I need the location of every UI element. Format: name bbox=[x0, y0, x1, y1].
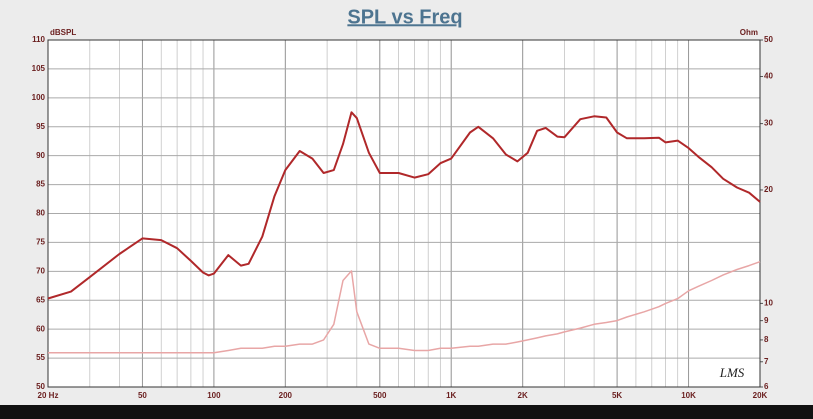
x-tick-label: 2K bbox=[518, 391, 528, 400]
y2-tick-label: 8 bbox=[764, 335, 769, 344]
bottom-bar bbox=[0, 405, 813, 419]
y2-tick-label: 7 bbox=[764, 357, 769, 366]
series-line bbox=[47, 111, 761, 300]
x-tick-label: 200 bbox=[279, 391, 293, 400]
y-tick-label: 105 bbox=[32, 64, 46, 73]
x-tick-label: 500 bbox=[373, 391, 387, 400]
y-tick-label: 50 bbox=[36, 382, 45, 391]
y-tick-label: 100 bbox=[32, 93, 46, 102]
y2-tick-label: 9 bbox=[764, 316, 769, 325]
plot-border bbox=[47, 39, 761, 388]
y2-tick-label: 20 bbox=[764, 185, 773, 194]
y-tick-label: 95 bbox=[36, 122, 45, 131]
x-tick-label: 10K bbox=[681, 391, 696, 400]
x-tick-label: 1K bbox=[446, 391, 456, 400]
y-tick-label: 55 bbox=[36, 353, 45, 362]
x-tick-label: 20K bbox=[753, 391, 768, 400]
series-line bbox=[48, 260, 761, 354]
y2-tick-label: 50 bbox=[764, 35, 773, 44]
y2-tick-label: 10 bbox=[764, 299, 773, 308]
y-axis-label: dBSPL bbox=[50, 28, 76, 37]
y-tick-label: 80 bbox=[36, 209, 45, 218]
y-tick-label: 110 bbox=[32, 35, 45, 44]
y-tick-label: 60 bbox=[36, 324, 45, 333]
y-tick-label: 90 bbox=[36, 151, 45, 160]
chart-title: SPL vs Freq bbox=[347, 6, 462, 28]
chart: SPL vs Freq dBSPL Ohm 20 Hz 50 100 200 500 1K… bbox=[32, 6, 774, 400]
y-tick-label: 65 bbox=[36, 295, 45, 304]
y-tick-label: 70 bbox=[36, 266, 45, 275]
x-tick-label: 100 bbox=[207, 391, 221, 400]
y2-axis-label: Ohm bbox=[740, 28, 758, 37]
y2-tick-label: 30 bbox=[764, 119, 773, 128]
x-tick-label: 50 bbox=[138, 391, 147, 400]
watermark: LMS bbox=[719, 365, 745, 380]
x-tick-label: 5K bbox=[612, 391, 622, 400]
y-tick-label: 85 bbox=[36, 180, 45, 189]
y2-tick-label: 6 bbox=[764, 382, 769, 391]
y-tick-label: 75 bbox=[36, 238, 45, 247]
x-tick-label: 20 Hz bbox=[38, 391, 59, 400]
y2-tick-label: 40 bbox=[764, 72, 773, 81]
